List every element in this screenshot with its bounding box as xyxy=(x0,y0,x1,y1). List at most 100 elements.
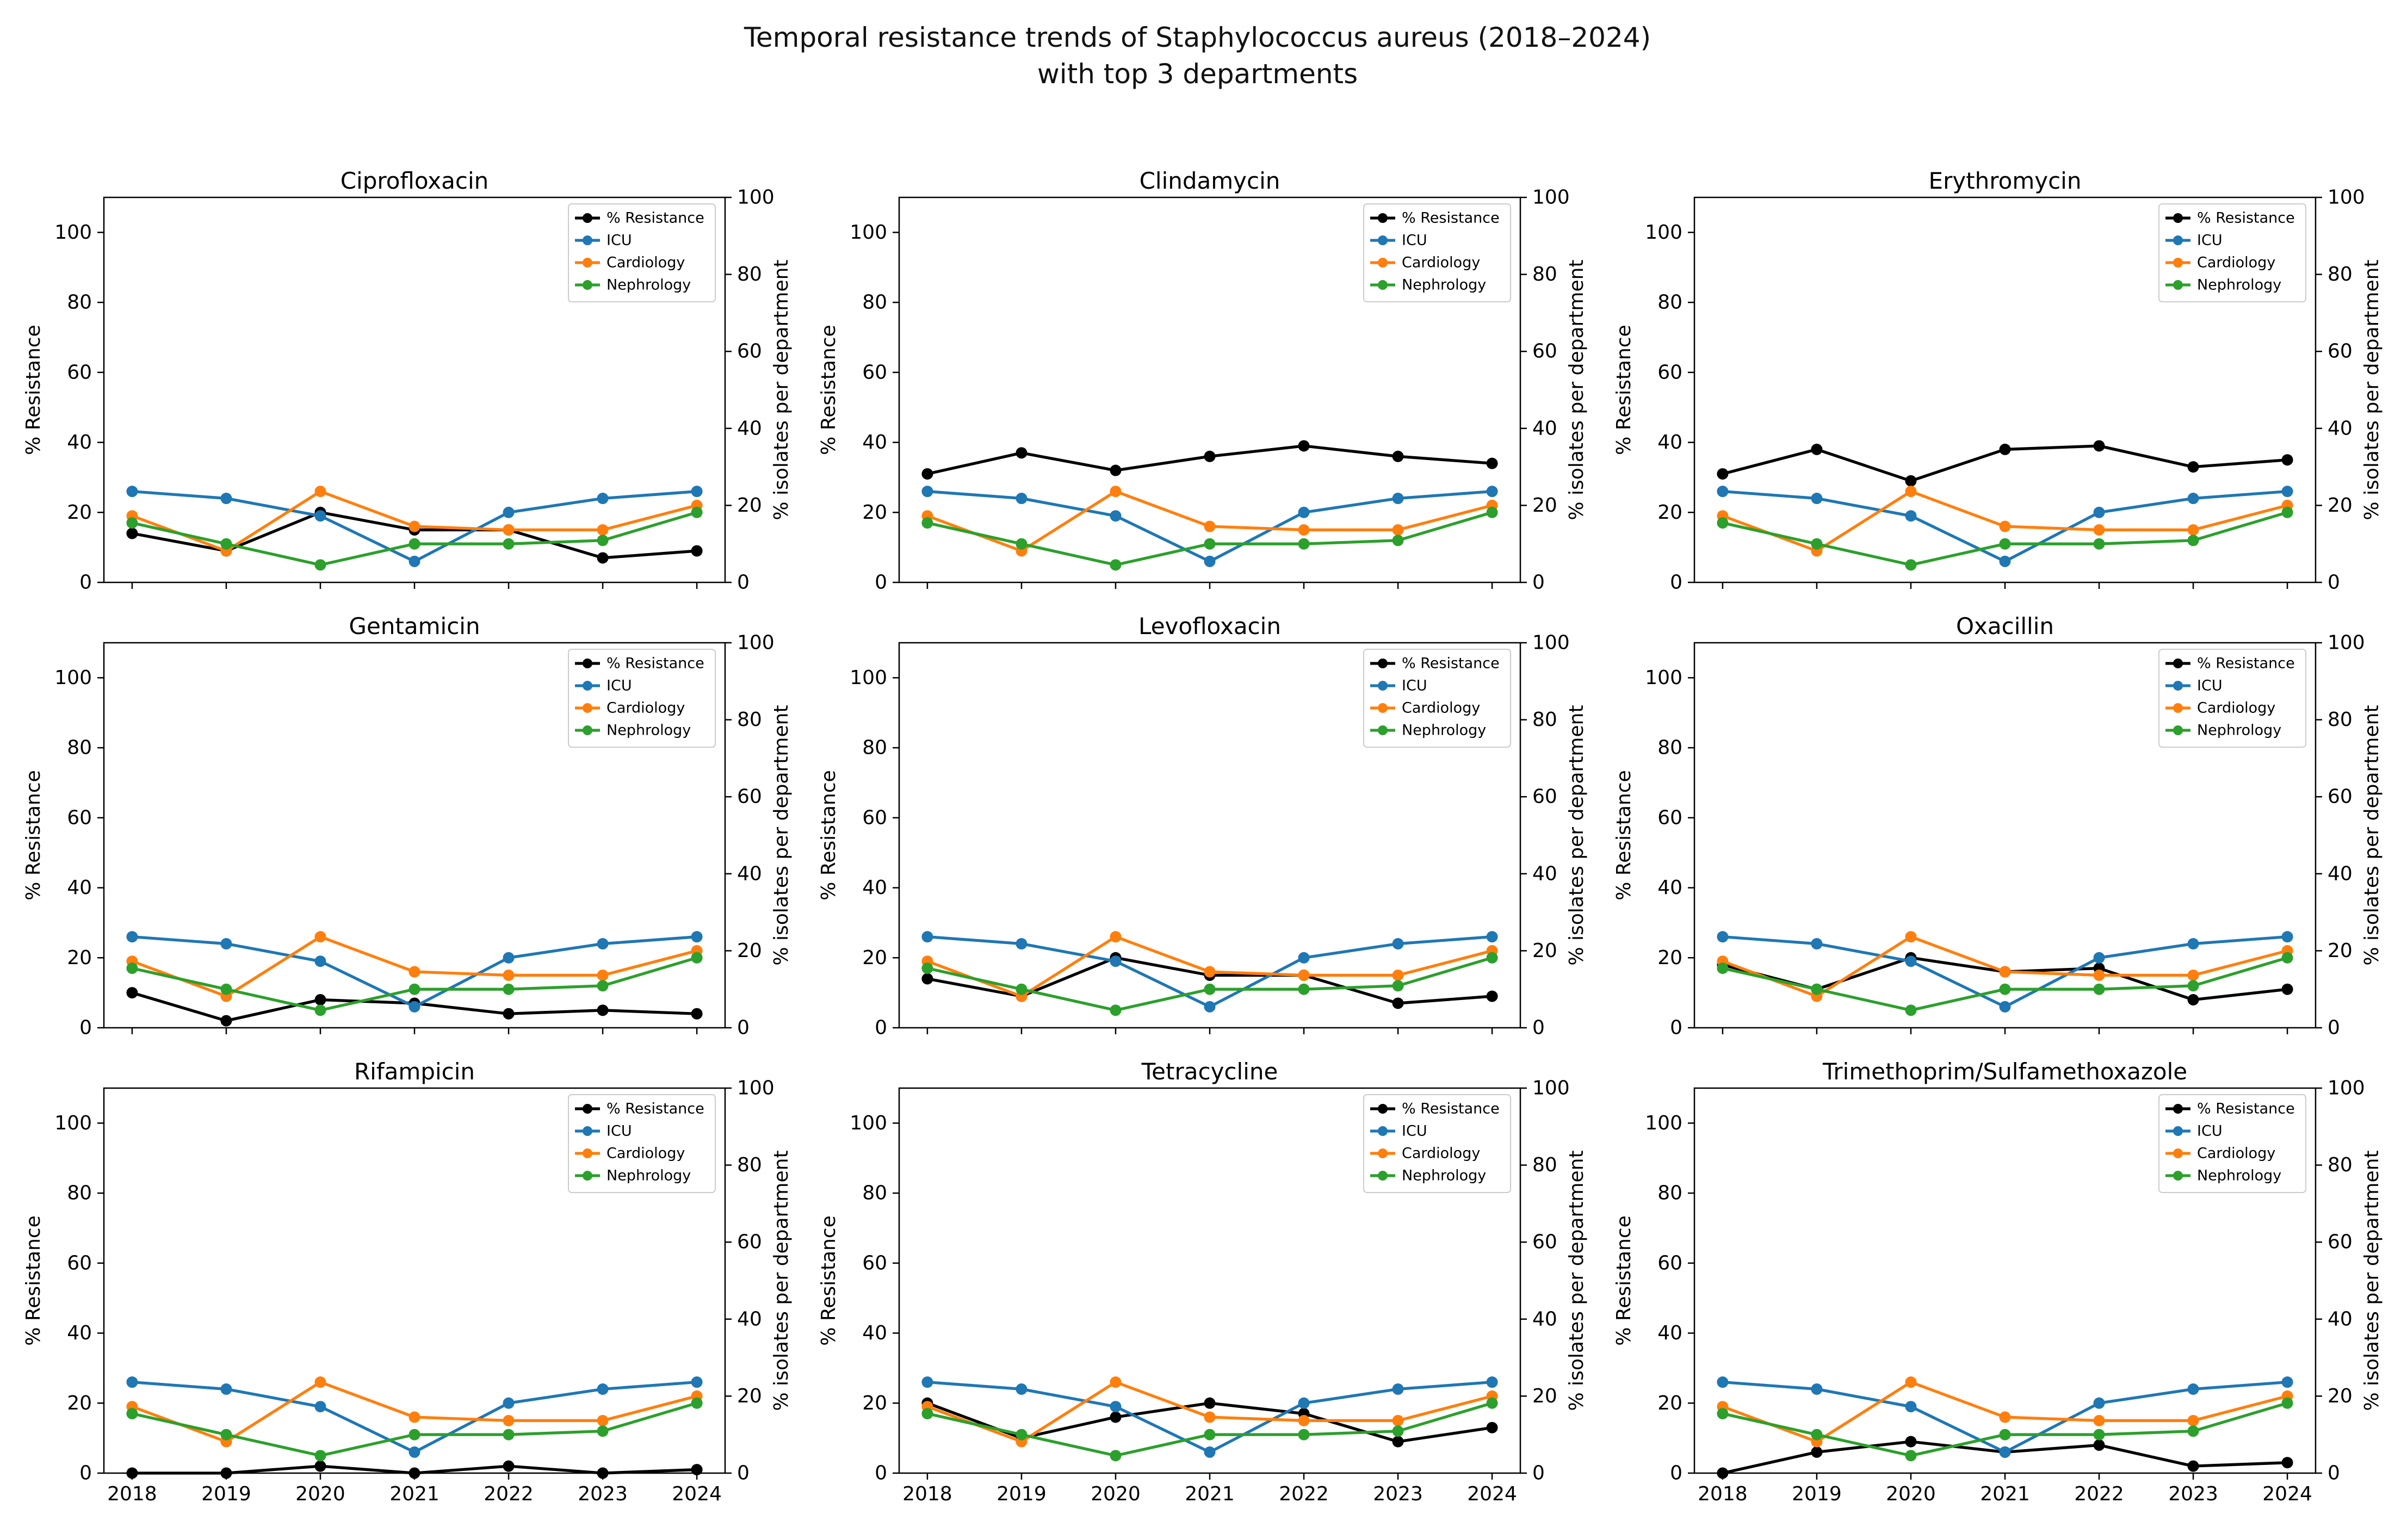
legend-item-icu: ICU xyxy=(2165,1123,2223,1140)
series-nephrology xyxy=(1717,506,2293,571)
legend-label: Cardiology xyxy=(607,254,685,271)
data-point-resistance-2018 xyxy=(921,973,933,985)
legend-box xyxy=(2158,649,2306,748)
data-point-nephrology-2020 xyxy=(314,1004,326,1016)
data-point-cardiology-2023 xyxy=(1392,969,1404,981)
series-icu xyxy=(126,931,703,1013)
legend-marker xyxy=(2173,703,2183,713)
y-axis-right: 0 20 40 60 80 100 xyxy=(2316,1077,2365,1485)
data-point-icu-2019 xyxy=(1811,938,1823,950)
data-point-resistance-2023 xyxy=(1392,1436,1404,1448)
y-tick-label-right: 100 xyxy=(737,1077,775,1100)
data-point-icu-2019 xyxy=(220,938,232,950)
y-axis-label-right: % isolates per department xyxy=(770,705,793,965)
data-point-nephrology-2022 xyxy=(1298,983,1310,995)
data-point-nephrology-2020 xyxy=(1905,559,1917,571)
subplot-levofloxacin: Levofloxacin 0 20 40 60 80 100 0 20 40 60 80 100 % Re… xyxy=(818,613,1588,1039)
legend-marker xyxy=(583,1104,592,1114)
subplot-title: Gentamicin xyxy=(349,613,480,639)
data-point-icu-2021 xyxy=(1999,1001,2011,1013)
subplot-erythromycin: Erythromycin 0 20 40 60 80 100 0 20 40 60 80 100 % Re… xyxy=(1613,167,2383,594)
legend-label: Cardiology xyxy=(2197,700,2275,717)
legend-label: Nephrology xyxy=(1402,722,1486,739)
subplot-title: Tetracycline xyxy=(1141,1058,1278,1085)
x-tick-label: 2021 xyxy=(389,1483,440,1505)
series-nephrology xyxy=(126,952,703,1016)
data-point-icu-2022 xyxy=(2093,506,2105,518)
y-tick-label-right: 0 xyxy=(2328,572,2340,594)
legend-marker xyxy=(1378,1171,1388,1181)
y-tick-label-right: 0 xyxy=(737,1462,750,1485)
data-point-icu-2023 xyxy=(2187,1383,2199,1395)
y-tick-label-left: 100 xyxy=(54,667,92,689)
data-point-icu-2021 xyxy=(409,555,420,567)
data-point-resistance-2023 xyxy=(597,1467,609,1479)
figure-title-line1: Temporal resistance trends of Staphyloco… xyxy=(744,22,1651,53)
y-tick-label-right: 60 xyxy=(2328,340,2353,363)
legend-box xyxy=(1363,203,1511,302)
data-point-icu-2022 xyxy=(503,506,515,518)
x-axis xyxy=(1722,1028,2288,1034)
data-point-icu-2022 xyxy=(2093,1397,2105,1409)
data-point-nephrology-2024 xyxy=(691,952,703,964)
y-axis-right: 0 20 40 60 80 100 xyxy=(1520,632,1570,1039)
y-tick-label-left: 60 xyxy=(862,806,887,829)
legend-marker xyxy=(1378,258,1388,268)
data-point-icu-2019 xyxy=(1811,493,1823,505)
data-point-nephrology-2022 xyxy=(2093,1429,2105,1440)
x-tick-label: 2023 xyxy=(578,1483,628,1505)
data-point-cardiology-2020 xyxy=(1110,486,1122,498)
data-point-nephrology-2022 xyxy=(503,1429,515,1440)
data-point-icu-2020 xyxy=(1905,510,1917,522)
legend-item-resistance: % Resistance xyxy=(1370,655,1500,672)
y-axis-right: 0 20 40 60 80 100 xyxy=(1520,187,1570,594)
legend: % Resistance ICU Cardiology Nephrology xyxy=(2158,649,2306,748)
data-point-icu-2024 xyxy=(1486,931,1498,943)
y-axis-label-left: % Resistance xyxy=(1613,1215,1635,1346)
x-tick-label: 2022 xyxy=(1279,1483,1329,1505)
y-tick-label-left: 0 xyxy=(79,1462,92,1485)
data-point-nephrology-2023 xyxy=(2187,1425,2199,1437)
data-point-icu-2024 xyxy=(691,931,703,943)
y-tick-label-right: 40 xyxy=(737,417,762,439)
data-point-icu-2020 xyxy=(1110,955,1122,967)
data-point-nephrology-2022 xyxy=(1298,1429,1310,1440)
data-point-nephrology-2021 xyxy=(1204,983,1216,995)
series-icu xyxy=(1717,1376,2293,1458)
legend-item-icu: ICU xyxy=(575,232,632,249)
data-point-icu-2020 xyxy=(314,1401,326,1413)
data-point-icu-2019 xyxy=(1016,938,1028,950)
data-point-nephrology-2023 xyxy=(2187,535,2199,547)
data-point-icu-2024 xyxy=(1486,486,1498,498)
data-point-icu-2021 xyxy=(409,1446,420,1458)
legend-item-cardiology: Cardiology xyxy=(1370,254,1480,271)
data-point-icu-2021 xyxy=(1204,1001,1216,1013)
legend-item-cardiology: Cardiology xyxy=(575,1145,685,1162)
legend-box xyxy=(2158,1094,2306,1193)
data-point-cardiology-2021 xyxy=(1204,966,1216,978)
legend-label: Nephrology xyxy=(607,722,691,739)
data-point-nephrology-2019 xyxy=(220,1429,232,1440)
data-point-cardiology-2020 xyxy=(1110,931,1122,943)
data-point-icu-2024 xyxy=(2281,931,2293,943)
data-point-nephrology-2019 xyxy=(1811,1429,1823,1440)
data-point-cardiology-2020 xyxy=(1905,486,1917,498)
y-axis-label-left: % Resistance xyxy=(1613,325,1635,455)
data-point-icu-2020 xyxy=(1110,1401,1122,1413)
legend: % Resistance ICU Cardiology Nephrology xyxy=(1363,1094,1511,1193)
data-point-cardiology-2023 xyxy=(1392,1414,1404,1426)
series-icu xyxy=(921,931,1498,1013)
x-tick-label: 2021 xyxy=(1185,1483,1235,1505)
data-point-icu-2018 xyxy=(1717,486,1729,498)
data-point-resistance-2022 xyxy=(2093,440,2105,452)
data-point-icu-2018 xyxy=(126,486,138,498)
subplot-title: Trimethoprim/Sulfamethoxazole xyxy=(1822,1058,2187,1085)
legend-box xyxy=(568,203,716,302)
y-tick-label-left: 0 xyxy=(1670,1462,1682,1485)
data-point-resistance-2020 xyxy=(314,1460,326,1472)
data-point-icu-2022 xyxy=(1298,1397,1310,1409)
data-point-nephrology-2021 xyxy=(1999,1429,2011,1440)
data-point-cardiology-2021 xyxy=(1204,1411,1216,1423)
y-axis-label-right: % isolates per department xyxy=(2361,259,2383,520)
legend-item-nephrology: Nephrology xyxy=(575,722,691,739)
